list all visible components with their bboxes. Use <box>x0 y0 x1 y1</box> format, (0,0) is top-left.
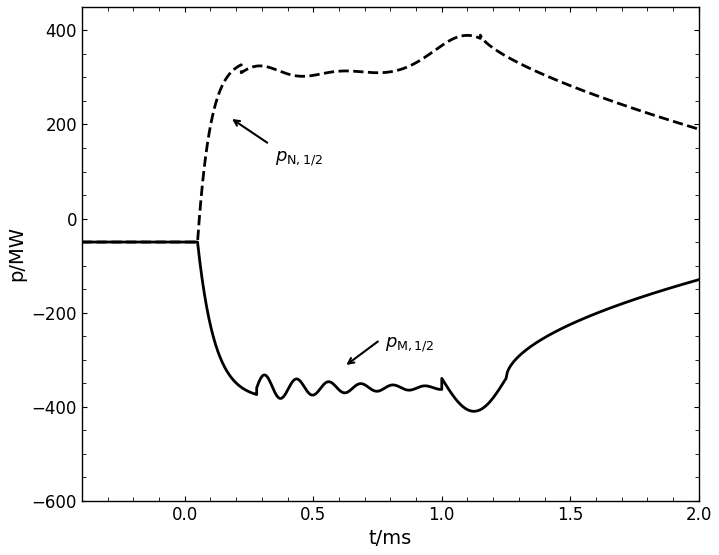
Text: $p_{\rm M,1/2}$: $p_{\rm M,1/2}$ <box>385 335 434 354</box>
Y-axis label: p/MW: p/MW <box>7 226 26 281</box>
X-axis label: t/ms: t/ms <box>369 529 412 548</box>
Text: $p_{\rm N,1/2}$: $p_{\rm N,1/2}$ <box>275 149 323 168</box>
